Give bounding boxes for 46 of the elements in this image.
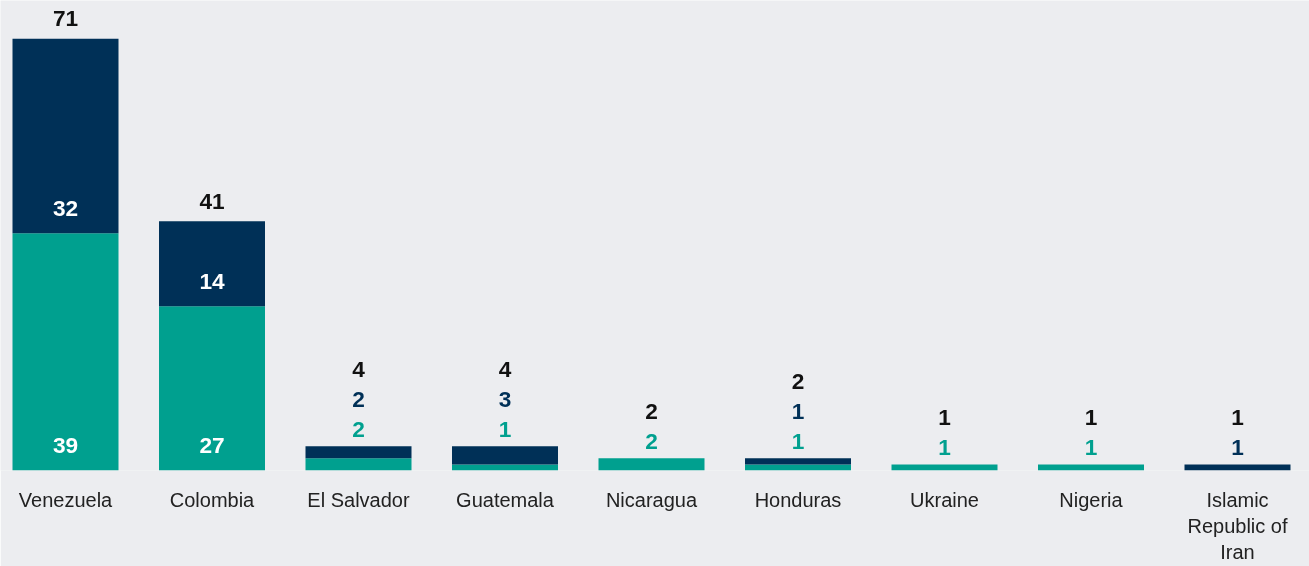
total-label: 4	[352, 355, 366, 382]
bar	[745, 464, 851, 471]
bar	[159, 221, 265, 307]
x-tick-label: Guatemala	[456, 488, 555, 511]
bar	[12, 233, 119, 471]
total-label: 71	[52, 5, 79, 32]
data-label: 1	[791, 427, 805, 454]
x-tick-label: El Salvador	[307, 488, 410, 511]
data-label: 1	[791, 397, 805, 424]
data-label: 32	[52, 194, 79, 221]
bar	[305, 446, 412, 459]
bar	[12, 38, 119, 234]
data-label: 14	[199, 267, 225, 294]
x-tick-label: Nicaragua	[605, 488, 698, 511]
bar	[452, 464, 558, 471]
data-label: 1	[1084, 403, 1098, 430]
data-label: 2	[645, 397, 658, 424]
total-label: 1	[938, 433, 951, 460]
total-label: 41	[199, 187, 225, 214]
x-tick-label: Nigeria	[1059, 488, 1124, 511]
data-label: 1	[498, 415, 512, 442]
data-label: 2	[352, 415, 365, 442]
total-label: 4	[498, 355, 512, 382]
data-label: 39	[52, 432, 79, 458]
bar	[452, 446, 558, 465]
bar	[159, 306, 265, 471]
x-tick-label: Islamic Republic of Iran	[1187, 488, 1288, 564]
x-tick-label: Ukraine	[910, 488, 979, 511]
data-label: 3	[498, 385, 512, 412]
data-label: 1	[1231, 403, 1244, 430]
bar	[305, 458, 412, 471]
x-tick-label: Colombia	[169, 488, 256, 511]
total-label: 1	[1084, 433, 1098, 460]
bar	[1184, 464, 1291, 471]
total-label: 2	[791, 367, 805, 394]
bar	[598, 458, 705, 471]
data-label: 2	[352, 385, 365, 412]
x-tick-label: Honduras	[754, 488, 842, 511]
total-label: 1	[1231, 433, 1244, 460]
total-label: 2	[645, 427, 658, 454]
bar	[745, 458, 851, 465]
bar	[891, 464, 998, 471]
x-tick-label: Venezuela	[18, 488, 114, 511]
data-label: 27	[199, 432, 225, 458]
bar	[1038, 464, 1144, 471]
data-label: 1	[938, 403, 951, 430]
